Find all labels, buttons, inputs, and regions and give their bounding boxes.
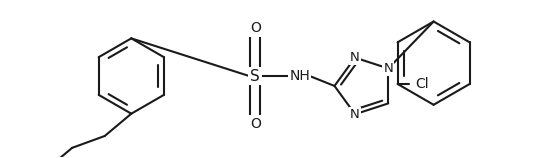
Text: Cl: Cl	[415, 77, 429, 91]
Text: O: O	[250, 21, 261, 35]
Text: N: N	[350, 51, 360, 64]
Text: NH: NH	[290, 69, 310, 83]
Text: O: O	[250, 117, 261, 131]
Text: S: S	[250, 69, 260, 84]
Text: N: N	[384, 62, 393, 75]
Text: N: N	[350, 108, 360, 121]
